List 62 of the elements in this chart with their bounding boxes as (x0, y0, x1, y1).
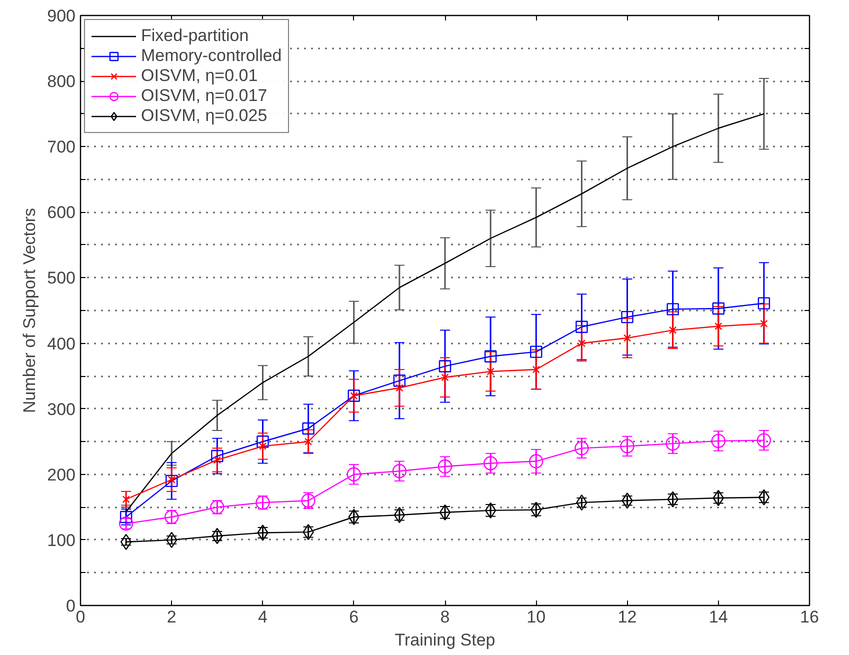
point (578, 339, 586, 348)
point (574, 441, 589, 456)
x-tick-label: 8 (440, 608, 450, 626)
y-tick-label: 700 (47, 138, 76, 157)
legend-label: OISVM, η=0.01 (141, 66, 258, 86)
point (304, 438, 312, 446)
y-axis-title: Number of Support Vectors (20, 208, 40, 414)
x-tick-label: 2 (166, 608, 176, 626)
y-tick-label: 500 (47, 268, 76, 288)
y-tick-label: 900 (47, 6, 76, 26)
point (714, 322, 722, 330)
point (393, 374, 406, 387)
y-tick-label: 400 (47, 334, 76, 354)
x-tick-label: 12 (618, 608, 637, 626)
y-tick-label: 800 (47, 72, 76, 92)
point (760, 320, 768, 328)
point (392, 464, 407, 478)
point (211, 450, 224, 462)
legend-label: OISVM, η=0.017 (141, 86, 268, 106)
point (666, 436, 680, 451)
point (346, 467, 361, 482)
x-tick-label: 10 (526, 608, 546, 626)
x-tick-label: 16 (800, 608, 819, 626)
point (396, 384, 404, 392)
legend-label: OISVM, η=0.025 (141, 106, 268, 126)
point (483, 456, 498, 470)
x-axis-title: Training Step (394, 630, 496, 650)
point (758, 297, 770, 310)
point (530, 346, 542, 358)
y-tick-label: 200 (47, 465, 76, 484)
point (529, 454, 544, 468)
point (394, 506, 406, 524)
point (484, 350, 497, 362)
point (120, 510, 132, 524)
point (438, 360, 452, 372)
point (486, 368, 494, 376)
point (623, 334, 632, 342)
legend-label: Fixed-partition (141, 26, 249, 46)
point (438, 459, 452, 474)
y-tick-label: 300 (47, 400, 76, 419)
point (621, 310, 634, 324)
point (120, 534, 132, 550)
x-tick-label: 4 (258, 608, 268, 626)
point (666, 303, 679, 316)
point (256, 436, 269, 448)
point (532, 366, 540, 374)
point (756, 433, 772, 448)
point (669, 326, 677, 334)
point (122, 496, 130, 504)
y-tick-label: 100 (47, 530, 76, 550)
x-tick-label: 6 (349, 608, 359, 626)
point (712, 302, 724, 315)
point (711, 434, 726, 448)
point (576, 320, 588, 333)
x-tick-label: 14 (708, 608, 728, 626)
point (348, 390, 360, 402)
point (302, 422, 314, 435)
point (166, 474, 178, 488)
y-tick-label: 600 (47, 203, 76, 222)
point (441, 374, 449, 382)
point (620, 439, 634, 454)
legend-label: Memory-controlled (141, 46, 282, 66)
